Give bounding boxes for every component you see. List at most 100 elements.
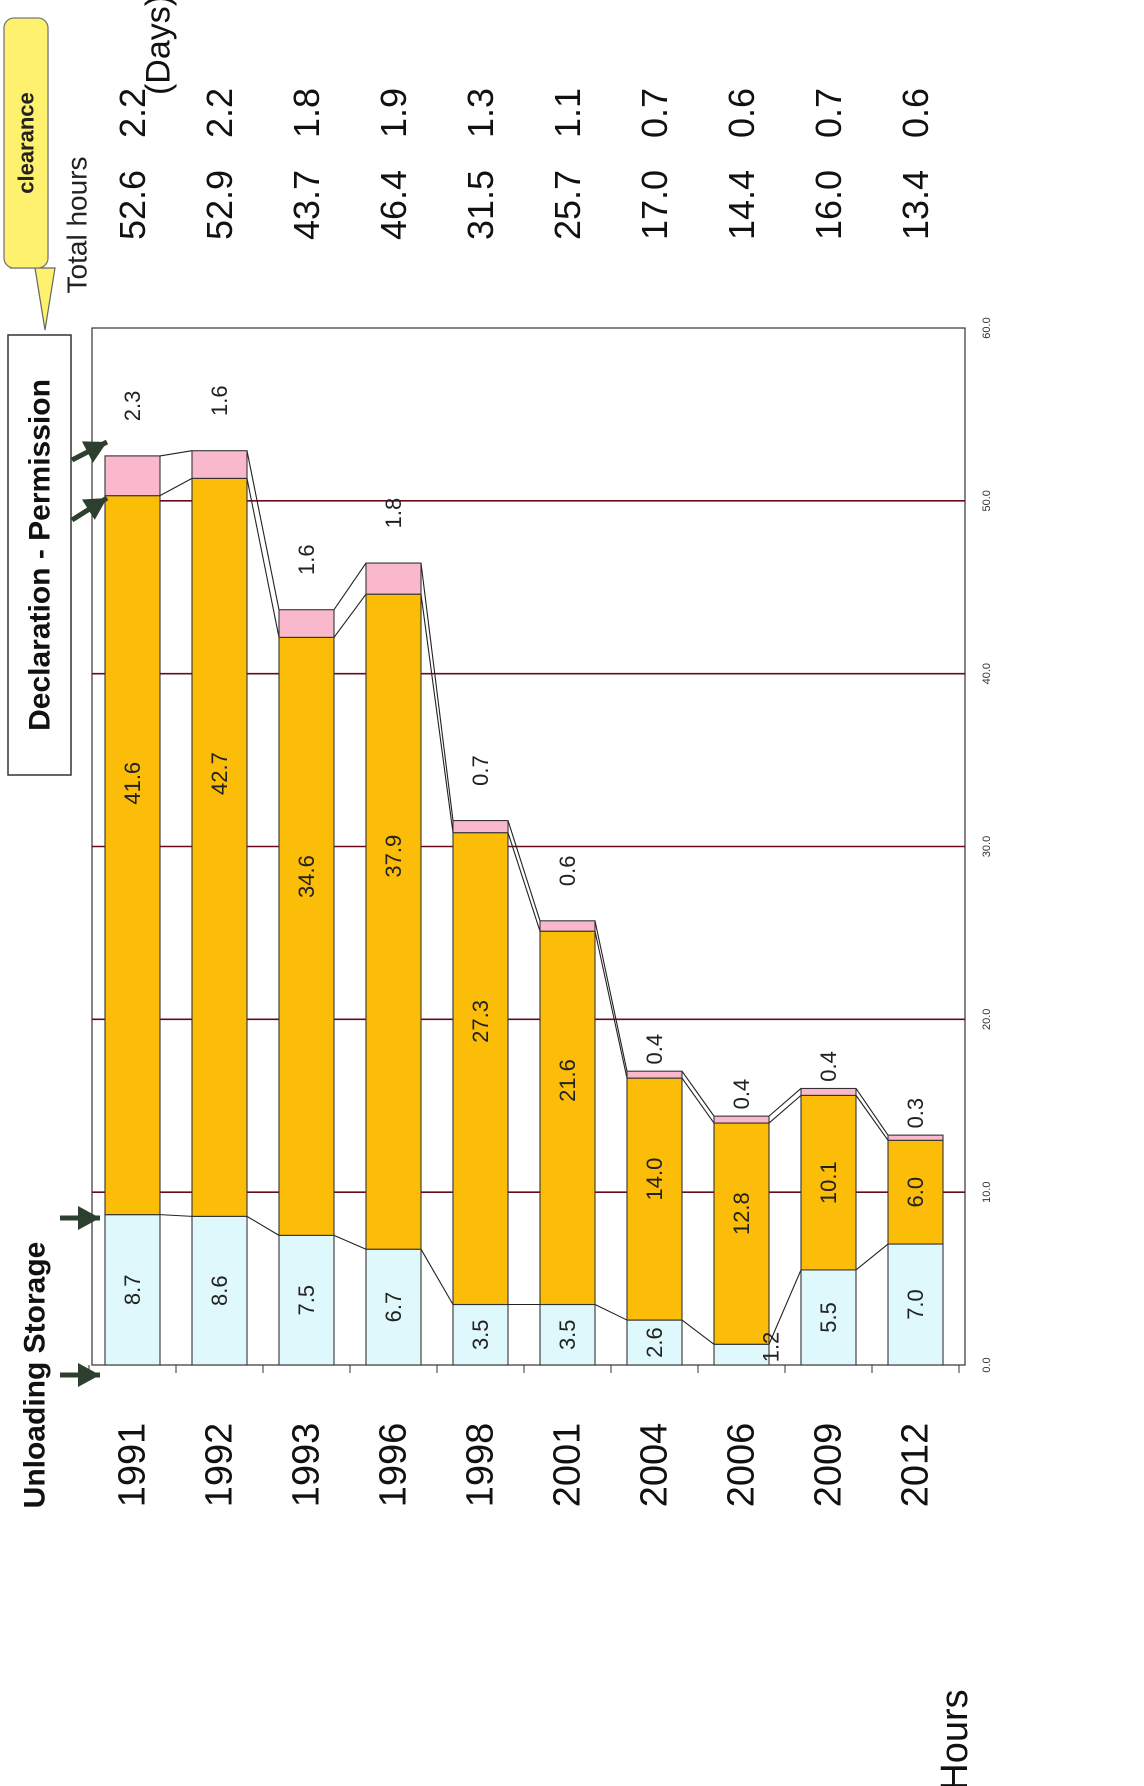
total-hours-value: 16.0 bbox=[808, 170, 849, 240]
bar-value-label: 7.0 bbox=[903, 1289, 928, 1320]
bar-value-label: 34.6 bbox=[294, 855, 319, 898]
bar-segment-declaration bbox=[713, 1122, 770, 1345]
axis-tick-label: 10.0 bbox=[981, 1181, 993, 1202]
unloading-storage-label: Unloading Storage bbox=[19, 1242, 52, 1509]
axis-tick-label: 20.0 bbox=[981, 1009, 993, 1030]
bar-segment-clearance bbox=[452, 820, 509, 834]
bar-value-label: 8.6 bbox=[207, 1275, 232, 1306]
connector-line bbox=[159, 1214, 193, 1217]
connector-line bbox=[855, 1243, 889, 1271]
callout-bubble bbox=[3, 17, 49, 269]
bar-segment-clearance bbox=[191, 450, 248, 479]
connector-lines bbox=[159, 450, 889, 1345]
bar-value-label: 3.5 bbox=[468, 1319, 493, 1350]
category-label: 2009 bbox=[808, 1423, 850, 1508]
total-hours-header: Total hours bbox=[62, 157, 93, 294]
connector-line bbox=[507, 832, 541, 932]
bar-segment-declaration bbox=[800, 1094, 857, 1271]
connector-line bbox=[507, 820, 541, 921]
total-days-value: 0.7 bbox=[634, 88, 675, 138]
bar-value-label: 2.3 bbox=[120, 391, 145, 422]
connector-line bbox=[333, 593, 367, 638]
total-hours-value: 43.7 bbox=[286, 170, 327, 240]
total-hours-value: 13.4 bbox=[895, 170, 936, 240]
total-days-value: 1.1 bbox=[547, 88, 588, 138]
connector-line bbox=[420, 562, 454, 821]
phase-annotations: Unloading Storage Declaration - Permissio… bbox=[3, 17, 109, 1509]
bar-segment-declaration bbox=[104, 495, 161, 1216]
connector-line bbox=[246, 450, 280, 610]
bar-segment-declaration bbox=[365, 593, 422, 1250]
bar-segment-clearance bbox=[278, 609, 335, 638]
category-label: 1998 bbox=[460, 1423, 502, 1508]
category-label: 2012 bbox=[895, 1423, 937, 1508]
connector-line bbox=[159, 450, 193, 457]
bar-value-label: 3.5 bbox=[555, 1319, 580, 1350]
bar-segment-unloading-storage bbox=[191, 1215, 248, 1366]
bar-segment-declaration bbox=[191, 477, 248, 1217]
connector-line bbox=[594, 920, 628, 1072]
bar-segment-declaration bbox=[626, 1077, 683, 1321]
bar-value-label: 0.6 bbox=[555, 856, 580, 887]
connector-line bbox=[681, 1077, 715, 1124]
connector-line bbox=[159, 477, 193, 497]
connector-line bbox=[246, 1215, 280, 1236]
category-label: 1993 bbox=[286, 1423, 328, 1508]
bar-value-label: 0.4 bbox=[642, 1034, 667, 1065]
total-days-value: 0.7 bbox=[808, 88, 849, 138]
bar-value-label: 21.6 bbox=[555, 1059, 580, 1102]
bar-segment-clearance bbox=[713, 1115, 770, 1124]
category-label: 1992 bbox=[199, 1423, 241, 1508]
total-days-value: 2.2 bbox=[112, 88, 153, 138]
bar-segment-declaration bbox=[452, 832, 509, 1306]
bar-value-label: 5.5 bbox=[816, 1302, 841, 1333]
clearance-callout-label: clearance bbox=[14, 92, 39, 194]
axis-tick-label: 0.0 bbox=[981, 1357, 993, 1372]
axes: 0.0 10.0 20.0 30.0 40.0 50.0 60.0 1991 1992 1993 1… bbox=[88, 317, 993, 1786]
days-unit-label: (Days) bbox=[140, 0, 178, 95]
bar-segment-clearance bbox=[800, 1087, 857, 1096]
bar-segment-clearance bbox=[539, 920, 596, 932]
storage-start-arrow-head bbox=[78, 1363, 100, 1387]
axis-tick-label: 30.0 bbox=[981, 836, 993, 857]
bar-segment-unloading-storage bbox=[104, 1214, 161, 1366]
bar-value-label: 12.8 bbox=[729, 1192, 754, 1235]
total-columns: Total hours 52.6 2.2 52.9 2.2 43.7 1.8 46.4 1.9 3… bbox=[62, 0, 937, 293]
bar-segment-clearance bbox=[104, 455, 161, 497]
connector-line bbox=[855, 1095, 889, 1141]
total-hours-value: 25.7 bbox=[547, 170, 588, 240]
category-label: 2001 bbox=[547, 1423, 589, 1508]
total-days-value: 0.6 bbox=[895, 88, 936, 138]
callout-pointer bbox=[10, 267, 56, 331]
category-label: 1996 bbox=[373, 1423, 415, 1508]
connector-line bbox=[855, 1088, 889, 1136]
bar-value-label: 0.7 bbox=[468, 755, 493, 786]
bar-segment-unloading-storage bbox=[452, 1303, 509, 1366]
bar-value-label: 0.4 bbox=[729, 1079, 754, 1110]
total-hours-value: 17.0 bbox=[634, 170, 675, 240]
connector-line bbox=[768, 1088, 802, 1117]
connector-line bbox=[594, 931, 628, 1079]
bar-value-label: 10.1 bbox=[816, 1161, 841, 1204]
total-days-value: 0.6 bbox=[721, 88, 762, 138]
connector-line bbox=[768, 1269, 802, 1345]
total-days-value: 2.2 bbox=[199, 88, 240, 138]
bar-value-label: 42.7 bbox=[207, 752, 232, 795]
bars bbox=[104, 450, 944, 1366]
storage-end-arrow-head bbox=[78, 1206, 100, 1230]
bar-segment-clearance bbox=[887, 1134, 944, 1141]
bar-segment-clearance bbox=[365, 562, 422, 595]
bar-value-label: 1.8 bbox=[381, 498, 406, 529]
total-hours-value: 46.4 bbox=[373, 170, 414, 240]
total-days-value: 1.3 bbox=[460, 88, 501, 138]
bar-value-label: 14.0 bbox=[642, 1158, 667, 1201]
connector-line bbox=[333, 1234, 367, 1250]
bar-value-label: 6.0 bbox=[903, 1177, 928, 1208]
bar-value-label: 6.7 bbox=[381, 1292, 406, 1323]
bar-value-labels: 8.7 41.6 2.3 8.6 42.7 1.6 7.5 34.6 1.6 6.7 37.9 1.8… bbox=[120, 385, 928, 1362]
total-hours-value: 52.9 bbox=[199, 170, 240, 240]
bar-value-label: 0.3 bbox=[903, 1098, 928, 1129]
declaration-bottom-arrow-head bbox=[81, 498, 107, 520]
connector-line bbox=[246, 478, 280, 638]
